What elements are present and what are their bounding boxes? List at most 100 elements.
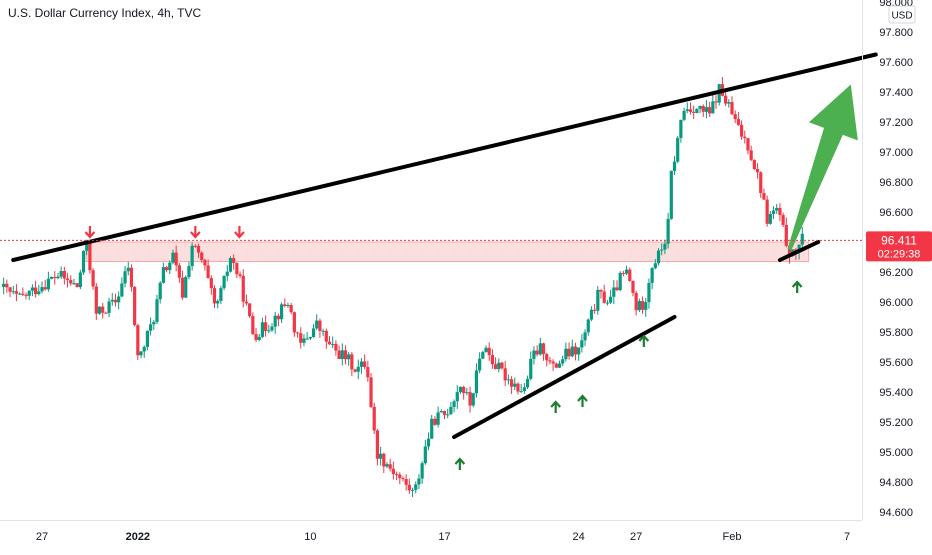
up-arrow-marker bbox=[454, 457, 466, 470]
candle-body bbox=[216, 300, 220, 304]
candle-body bbox=[426, 438, 431, 447]
lower-trendline-extension[interactable] bbox=[777, 240, 821, 262]
candle-body bbox=[257, 336, 261, 340]
candle-body bbox=[85, 243, 89, 251]
candle-body bbox=[535, 350, 539, 355]
candle-body bbox=[139, 351, 143, 356]
candle-body bbox=[631, 281, 635, 293]
candle-body bbox=[781, 214, 785, 225]
y-tick-label: 96.600 bbox=[879, 207, 913, 219]
candle-body bbox=[580, 340, 584, 348]
candle-body bbox=[327, 341, 332, 345]
candle-body bbox=[177, 265, 181, 278]
candle-body bbox=[142, 346, 146, 352]
candle-body bbox=[612, 287, 616, 297]
candle-body bbox=[532, 350, 536, 359]
y-tick-label: 95.400 bbox=[879, 387, 913, 399]
candle-body bbox=[484, 347, 488, 353]
time-axis[interactable]: 27 2022 10 17 24 27 Feb 7 bbox=[36, 531, 850, 543]
candle-body bbox=[749, 150, 753, 160]
candle-body bbox=[593, 309, 597, 311]
candle-body bbox=[117, 296, 121, 303]
candle-body bbox=[356, 366, 360, 372]
candle-body bbox=[267, 330, 271, 332]
candle-body bbox=[375, 430, 380, 459]
candle-body bbox=[331, 343, 335, 345]
candle-body bbox=[503, 368, 507, 381]
y-tick-label: 97.600 bbox=[879, 57, 913, 69]
up-arrow-head bbox=[638, 334, 650, 342]
up-arrow-marker bbox=[577, 394, 588, 407]
candle-body bbox=[305, 338, 309, 340]
candle-body bbox=[69, 280, 73, 284]
candle-body bbox=[321, 330, 325, 332]
candle-body bbox=[490, 355, 495, 365]
candle-body bbox=[653, 263, 657, 269]
currency-badge[interactable] bbox=[888, 5, 916, 24]
candle-body bbox=[500, 362, 504, 369]
candle-body bbox=[596, 289, 600, 311]
candle-body bbox=[439, 411, 443, 413]
candle-body bbox=[605, 302, 610, 304]
candle-body bbox=[228, 258, 233, 272]
big-up-arrow bbox=[787, 84, 858, 251]
candle-body bbox=[787, 245, 792, 256]
candle-body bbox=[343, 350, 348, 360]
lower-trendline[interactable] bbox=[452, 315, 677, 439]
candle-body bbox=[388, 464, 392, 469]
upper-trendline[interactable] bbox=[11, 52, 878, 262]
candle-body bbox=[200, 252, 204, 261]
candle-body bbox=[123, 271, 127, 284]
candles-layer bbox=[2, 77, 804, 498]
candle-body bbox=[672, 161, 677, 171]
candle-body bbox=[318, 320, 322, 331]
candle-body bbox=[414, 484, 418, 490]
candle-body bbox=[513, 383, 517, 387]
candle-body bbox=[660, 249, 664, 251]
candle-body bbox=[212, 288, 217, 304]
x-tick-label: 17 bbox=[438, 531, 450, 543]
candle-body bbox=[72, 283, 76, 285]
candle-body bbox=[133, 286, 137, 326]
candle-body bbox=[283, 304, 287, 307]
candle-body bbox=[797, 244, 801, 253]
last-price-label: 96.411 02:29:38 bbox=[866, 231, 932, 262]
candle-body bbox=[155, 299, 159, 323]
candle-body bbox=[564, 348, 568, 360]
candle-body bbox=[586, 319, 590, 333]
candle-body bbox=[640, 301, 645, 310]
up-arrow-marker bbox=[791, 280, 803, 293]
candle-body bbox=[203, 260, 207, 266]
candle-body bbox=[193, 245, 197, 247]
candle-body bbox=[628, 269, 632, 282]
candle-body bbox=[248, 303, 252, 317]
candle-body bbox=[541, 343, 546, 355]
candle-body bbox=[78, 272, 82, 288]
candle-body bbox=[759, 172, 763, 193]
x-tick-label: 24 bbox=[573, 531, 585, 543]
candle-body bbox=[436, 412, 440, 425]
candle-body bbox=[778, 207, 782, 215]
candle-body bbox=[171, 252, 175, 263]
x-tick-label: 7 bbox=[844, 531, 850, 543]
y-tick-label: 95.200 bbox=[879, 417, 913, 429]
candle-body bbox=[65, 278, 70, 281]
candle-body bbox=[446, 414, 450, 416]
candle-body bbox=[577, 347, 581, 355]
candle-body bbox=[21, 293, 25, 295]
candle-body bbox=[27, 290, 31, 296]
y-tick-label: 96.800 bbox=[879, 177, 913, 189]
candle-body bbox=[567, 348, 571, 357]
down-arrow-marker bbox=[190, 226, 201, 239]
candle-body bbox=[46, 278, 50, 290]
candle-body bbox=[2, 283, 6, 287]
candle-body bbox=[238, 274, 242, 276]
candle-body bbox=[347, 354, 351, 360]
y-tick-label: 97.000 bbox=[879, 147, 913, 159]
y-tick-label: 95.800 bbox=[879, 327, 913, 339]
y-tick-label: 94.800 bbox=[879, 477, 913, 489]
y-tick-label: 95.000 bbox=[879, 447, 913, 459]
candle-body bbox=[768, 213, 772, 224]
